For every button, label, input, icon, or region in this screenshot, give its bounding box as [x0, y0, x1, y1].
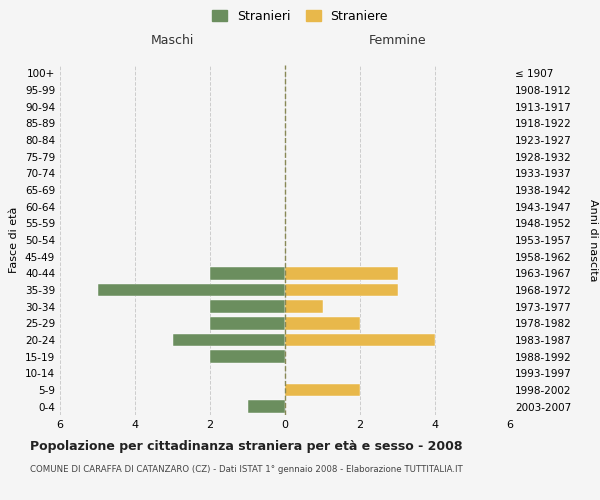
Text: COMUNE DI CARAFFA DI CATANZARO (CZ) - Dati ISTAT 1° gennaio 2008 - Elaborazione : COMUNE DI CARAFFA DI CATANZARO (CZ) - Da… — [30, 465, 463, 474]
Text: Popolazione per cittadinanza straniera per età e sesso - 2008: Popolazione per cittadinanza straniera p… — [30, 440, 463, 453]
Bar — [97, 284, 285, 296]
Legend: Stranieri, Straniere: Stranieri, Straniere — [208, 6, 392, 26]
Bar — [210, 317, 285, 330]
Bar — [210, 267, 285, 280]
Bar — [285, 267, 398, 280]
Text: Femmine: Femmine — [368, 34, 427, 48]
Bar — [285, 334, 435, 346]
Bar — [248, 400, 285, 413]
Text: Maschi: Maschi — [151, 34, 194, 48]
Bar — [285, 317, 360, 330]
Y-axis label: Anni di nascita: Anni di nascita — [588, 198, 598, 281]
Bar — [210, 300, 285, 313]
Bar — [173, 334, 285, 346]
Bar — [285, 300, 323, 313]
Bar — [285, 284, 398, 296]
Bar — [285, 384, 360, 396]
Y-axis label: Fasce di età: Fasce di età — [10, 207, 19, 273]
Bar — [210, 350, 285, 363]
